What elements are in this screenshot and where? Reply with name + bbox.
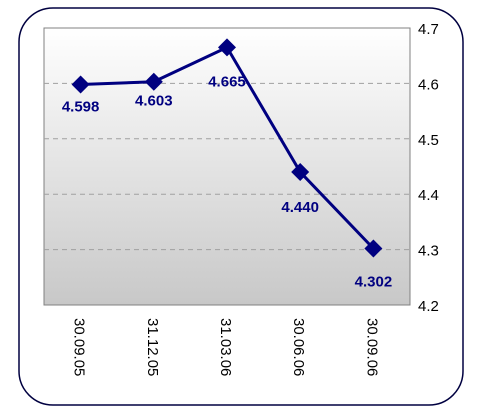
y-tick-label: 4.4 <box>418 187 439 204</box>
series-markers <box>71 38 383 258</box>
y-tick-label: 4.5 <box>418 132 439 149</box>
gridlines <box>44 82 410 251</box>
data-label: 4.440 <box>281 199 319 216</box>
data-point-marker <box>218 38 236 57</box>
x-tick-label: 31.03.06 <box>217 318 234 376</box>
data-point-marker <box>71 75 90 94</box>
y-tick-label: 4.2 <box>418 298 439 315</box>
x-tick-label: 31.12.05 <box>144 318 161 376</box>
x-tick-label: 30.09.06 <box>363 318 380 376</box>
data-label: 4.603 <box>135 93 173 110</box>
data-label: 4.598 <box>62 99 100 116</box>
data-label: 4.665 <box>208 73 246 90</box>
y-axis-ticks: 4.2 4.3 4.4 4.5 4.6 4.7 <box>418 21 439 315</box>
data-labels: 4.598 4.603 4.665 4.440 4.302 <box>62 73 392 290</box>
y-tick-label: 4.3 <box>418 243 439 260</box>
data-label: 4.302 <box>355 273 393 290</box>
x-axis-ticks: 30.09.05 31.12.05 31.03.06 30.06.06 30.09.06 <box>71 318 381 376</box>
y-tick-label: 4.6 <box>418 76 439 93</box>
data-point-marker <box>144 72 163 91</box>
plot-area <box>43 27 411 306</box>
data-point-marker <box>291 163 310 182</box>
x-tick-label: 30.06.06 <box>290 318 307 376</box>
x-tick-label: 30.09.05 <box>71 318 88 376</box>
y-tick-label: 4.7 <box>418 21 439 38</box>
data-point-marker <box>364 239 383 258</box>
